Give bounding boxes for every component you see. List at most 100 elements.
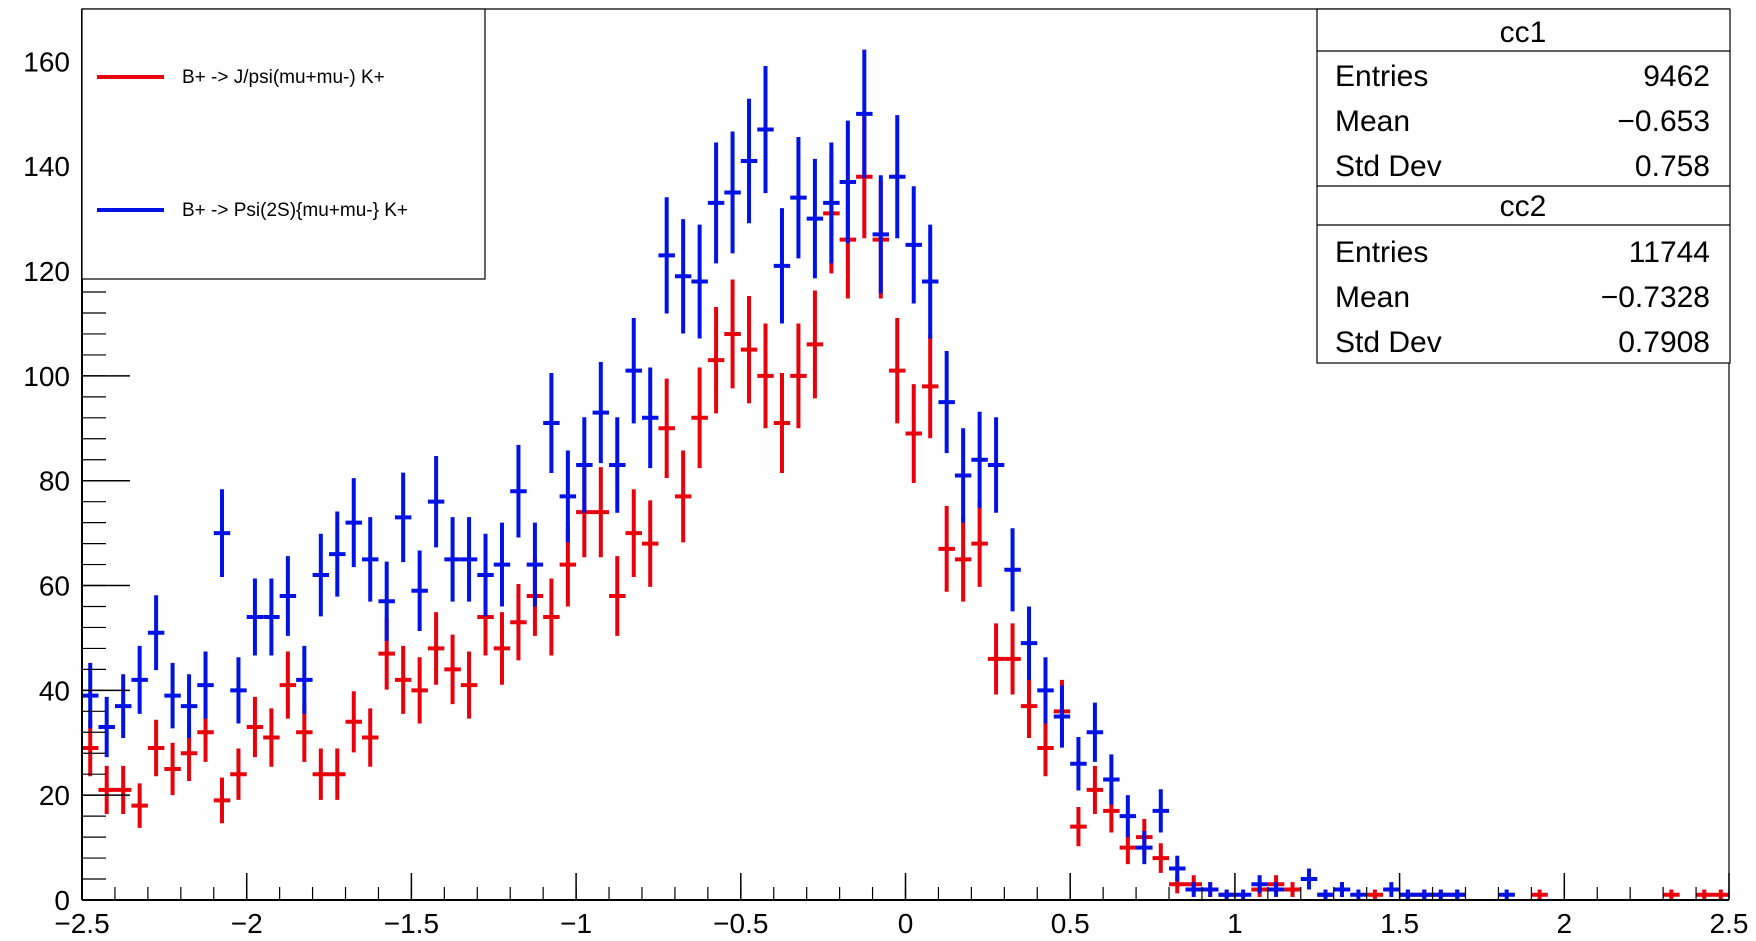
data-point: [329, 748, 346, 800]
data-point: [394, 472, 412, 563]
legend-label-psi2s: B+ -> Psi(2S){mu+mu-} K+: [182, 200, 408, 221]
data-point: [444, 517, 461, 602]
x-tick-label: 1: [1227, 908, 1243, 939]
data-point: [312, 533, 330, 617]
y-tick-label: 140: [23, 151, 70, 182]
data-point: [98, 765, 115, 814]
data-point: [131, 645, 148, 714]
data-point: [230, 748, 247, 800]
data-point: [427, 612, 445, 685]
data-point: [1234, 889, 1252, 900]
data-point: [493, 522, 511, 607]
data-points: [82, 49, 1729, 900]
data-point: [213, 489, 231, 577]
data-point: [114, 674, 132, 738]
data-point: [889, 115, 906, 239]
data-point: [1086, 702, 1104, 762]
data-point: [707, 306, 725, 414]
data-point: [1136, 831, 1153, 865]
data-point: [773, 373, 791, 474]
data-point: [246, 696, 264, 758]
stats-title-cc1: cc1: [1500, 16, 1547, 49]
data-point: [329, 511, 346, 597]
data-point: [971, 411, 988, 508]
data-point: [279, 556, 297, 636]
data-point: [345, 691, 362, 753]
stats-label-mean-cc2: Mean: [1335, 281, 1410, 314]
data-point: [1300, 868, 1318, 890]
data-point: [460, 517, 478, 602]
data-point: [823, 142, 840, 264]
data-point: [658, 378, 675, 479]
data-point: [1218, 889, 1235, 900]
data-point: [938, 351, 955, 454]
data-point: [1103, 754, 1120, 805]
data-point: [345, 478, 362, 568]
data-point: [790, 323, 807, 429]
x-tick-label: 1.5: [1380, 908, 1419, 939]
legend-label-jpsi: B+ -> J/psi(mu+mu-) K+: [182, 67, 385, 88]
data-point: [411, 657, 428, 724]
data-point: [296, 645, 313, 714]
data-point: [576, 417, 593, 513]
y-tick-label: 160: [23, 46, 70, 77]
data-point: [691, 224, 708, 339]
data-point: [361, 708, 379, 767]
data-point: [1284, 882, 1301, 897]
data-point: [411, 550, 428, 632]
data-point: [444, 634, 461, 705]
data-point: [493, 612, 511, 685]
series-psi2s: [82, 49, 1515, 900]
data-point: [724, 131, 741, 254]
data-point: [427, 455, 445, 548]
data-point: [312, 748, 330, 800]
x-tick-label: 0.5: [1051, 908, 1090, 939]
data-point: [361, 517, 379, 602]
data-point: [954, 428, 972, 523]
data-point: [543, 373, 560, 474]
data-point: [987, 623, 1005, 695]
data-point: [1185, 882, 1202, 897]
data-point: [1037, 657, 1054, 724]
stats-title-cc2: cc2: [1500, 190, 1547, 223]
x-tick-label: −1: [560, 908, 592, 939]
data-point: [1169, 855, 1186, 882]
data-point: [872, 175, 890, 294]
stats-value-mean-cc2: −0.7328: [1601, 281, 1710, 314]
data-point: [1498, 889, 1515, 900]
data-point: [164, 742, 181, 796]
stats-value-entries-cc1: 9462: [1643, 60, 1710, 93]
data-point: [1267, 882, 1285, 897]
stats-label-entries-cc2: Entries: [1335, 236, 1428, 269]
data-point: [82, 662, 99, 729]
y-tick-label: 120: [23, 256, 70, 287]
data-point: [114, 765, 132, 814]
stats-value-stddev-cc1: 0.758: [1635, 150, 1710, 183]
data-point: [757, 66, 774, 194]
x-tick-label: −2.5: [54, 908, 109, 939]
data-point: [131, 783, 148, 828]
axes: 0 20 40 60 80 100 120 140 160 −2.5 −2 −1.5 −1 −0.5 0 0.…: [23, 8, 1748, 939]
data-point: [592, 362, 610, 464]
data-point: [1432, 889, 1450, 900]
data-point: [1152, 789, 1170, 833]
data-point: [559, 450, 577, 543]
data-point: [691, 367, 708, 469]
x-tick-label: 2: [1557, 908, 1573, 939]
x-tick-label: −2: [231, 908, 263, 939]
data-point: [1712, 889, 1729, 900]
y-tick-label: 100: [23, 361, 70, 392]
data-point: [641, 500, 659, 587]
data-point: [263, 578, 280, 656]
data-point: [180, 674, 198, 738]
data-point: [1086, 765, 1104, 814]
data-point: [1317, 889, 1334, 900]
data-point: [526, 522, 544, 607]
data-point: [510, 584, 527, 661]
data-point: [724, 279, 741, 389]
data-point: [1383, 882, 1400, 897]
stats-box: cc1 Entries 9462 Mean −0.653 Std Dev 0.7…: [1316, 8, 1731, 364]
x-tick-label: −1.5: [384, 908, 439, 939]
data-point: [757, 323, 774, 429]
